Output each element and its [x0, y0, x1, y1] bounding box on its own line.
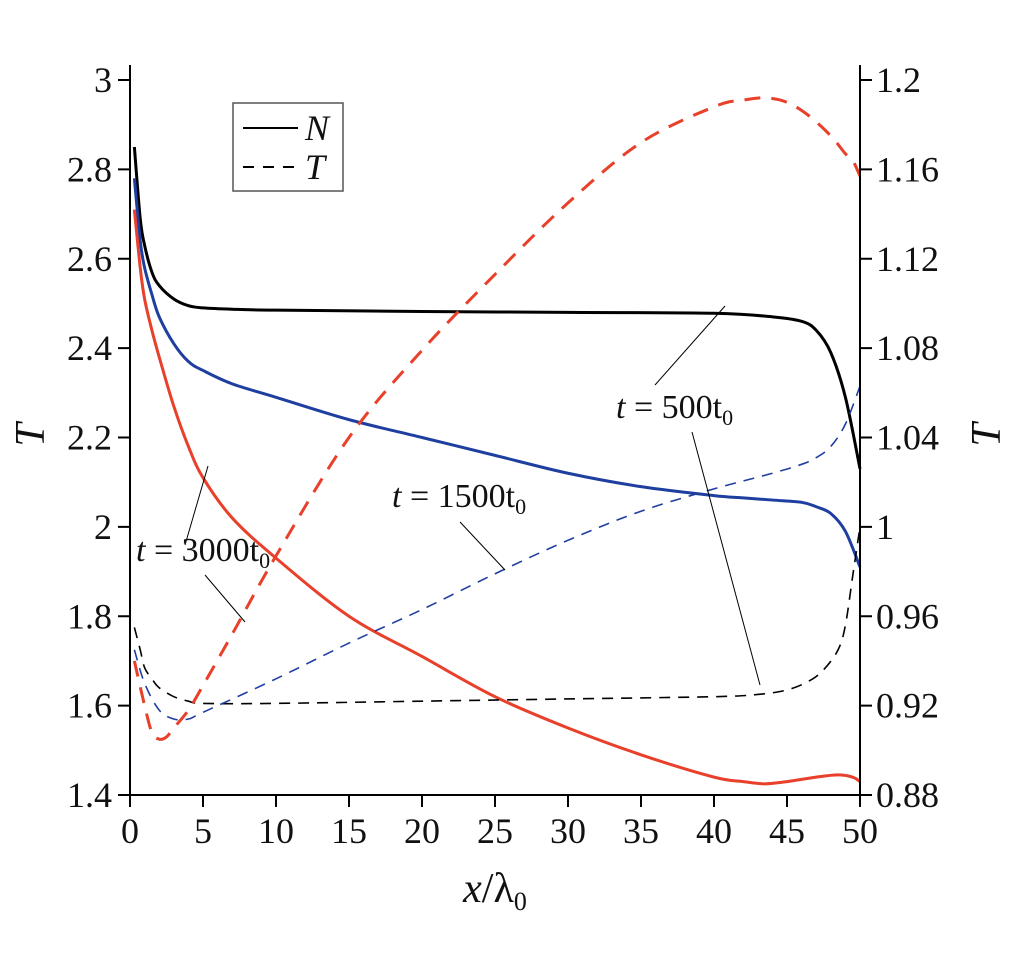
series-line-5: [132, 96, 862, 741]
x-axis-title-sub: 0: [514, 887, 527, 916]
y-left-tick-label-8: 3: [94, 60, 112, 100]
leader-3000-to-n: [184, 465, 209, 546]
series-line-4: [133, 385, 861, 721]
ticks: 0 5 10 15 20 25 30 35 40 45 50 1.4 1.6 1.8 2 2.2 2.4 2.6 2…: [67, 60, 939, 851]
series-line-3: [133, 526, 861, 705]
series-line-2: [132, 209, 861, 786]
y-left-tick-label-5: 2.4: [67, 328, 112, 368]
y-right-tick-label-8: 1.2: [876, 60, 921, 100]
x-tick-label-8: 40: [696, 811, 732, 851]
annotation-t-500: t = 500t0: [616, 389, 733, 430]
y-left-tick-label-6: 2.6: [67, 239, 112, 279]
x-tick-label-3: 15: [331, 811, 367, 851]
x-tick-label-7: 35: [623, 811, 659, 851]
x-tick-label-2: 10: [258, 811, 294, 851]
y-left-tick-label-1: 1.6: [67, 686, 112, 726]
y-right-tick-label-2: 0.96: [876, 596, 939, 636]
y-left-tick-label-7: 2.8: [67, 149, 112, 189]
y-right-axis-title: T: [964, 421, 1010, 447]
x-tick-label-1: 5: [194, 811, 212, 851]
plot-area: [132, 96, 862, 786]
y-right-tick-label-1: 0.92: [876, 686, 939, 726]
y-right-tick-label-3: 1: [876, 507, 894, 547]
y-right-tick-label-5: 1.08: [876, 328, 939, 368]
legend-label-t: T: [305, 147, 328, 187]
y-left-tick-label-4: 2.2: [67, 418, 112, 458]
series-line-1: [132, 178, 862, 568]
legend-label-n: N: [304, 108, 331, 148]
series-line-0: [132, 146, 862, 470]
legend-box: [232, 102, 344, 192]
legend: N T: [232, 102, 344, 192]
y-left-tick-label-2: 1.8: [67, 596, 112, 636]
y-left-tick-label-0: 1.4: [67, 775, 112, 815]
y-left-axis-title: T: [8, 421, 54, 447]
leader-500-to-n: [654, 305, 726, 386]
x-axis-title: x/λ0: [462, 866, 527, 916]
y-left-tick-label-3: 2: [94, 507, 112, 547]
x-tick-label-4: 20: [404, 811, 440, 851]
annotation-leaders: [184, 305, 761, 686]
x-axis-title-lambda: λ: [493, 866, 514, 912]
x-axis-title-main: x: [462, 866, 482, 912]
x-tick-label-6: 30: [550, 811, 586, 851]
x-tick-label-10: 50: [842, 811, 878, 851]
y-right-tick-label-6: 1.12: [876, 239, 939, 279]
x-tick-label-9: 45: [769, 811, 805, 851]
y-right-tick-label-7: 1.16: [876, 149, 939, 189]
leader-3000-to-t: [204, 574, 246, 623]
x-tick-label-5: 25: [477, 811, 513, 851]
y-right-tick-label-0: 0.88: [876, 775, 939, 815]
annotation-t-3000: t = 3000t0: [136, 532, 270, 573]
x-tick-label-0: 0: [121, 811, 139, 851]
annotation-t-1500: t = 1500t0: [392, 478, 526, 519]
leader-1500-to-t: [459, 521, 506, 571]
y-right-tick-label-4: 1.04: [876, 418, 939, 458]
leader-500-to-t: [691, 431, 761, 686]
